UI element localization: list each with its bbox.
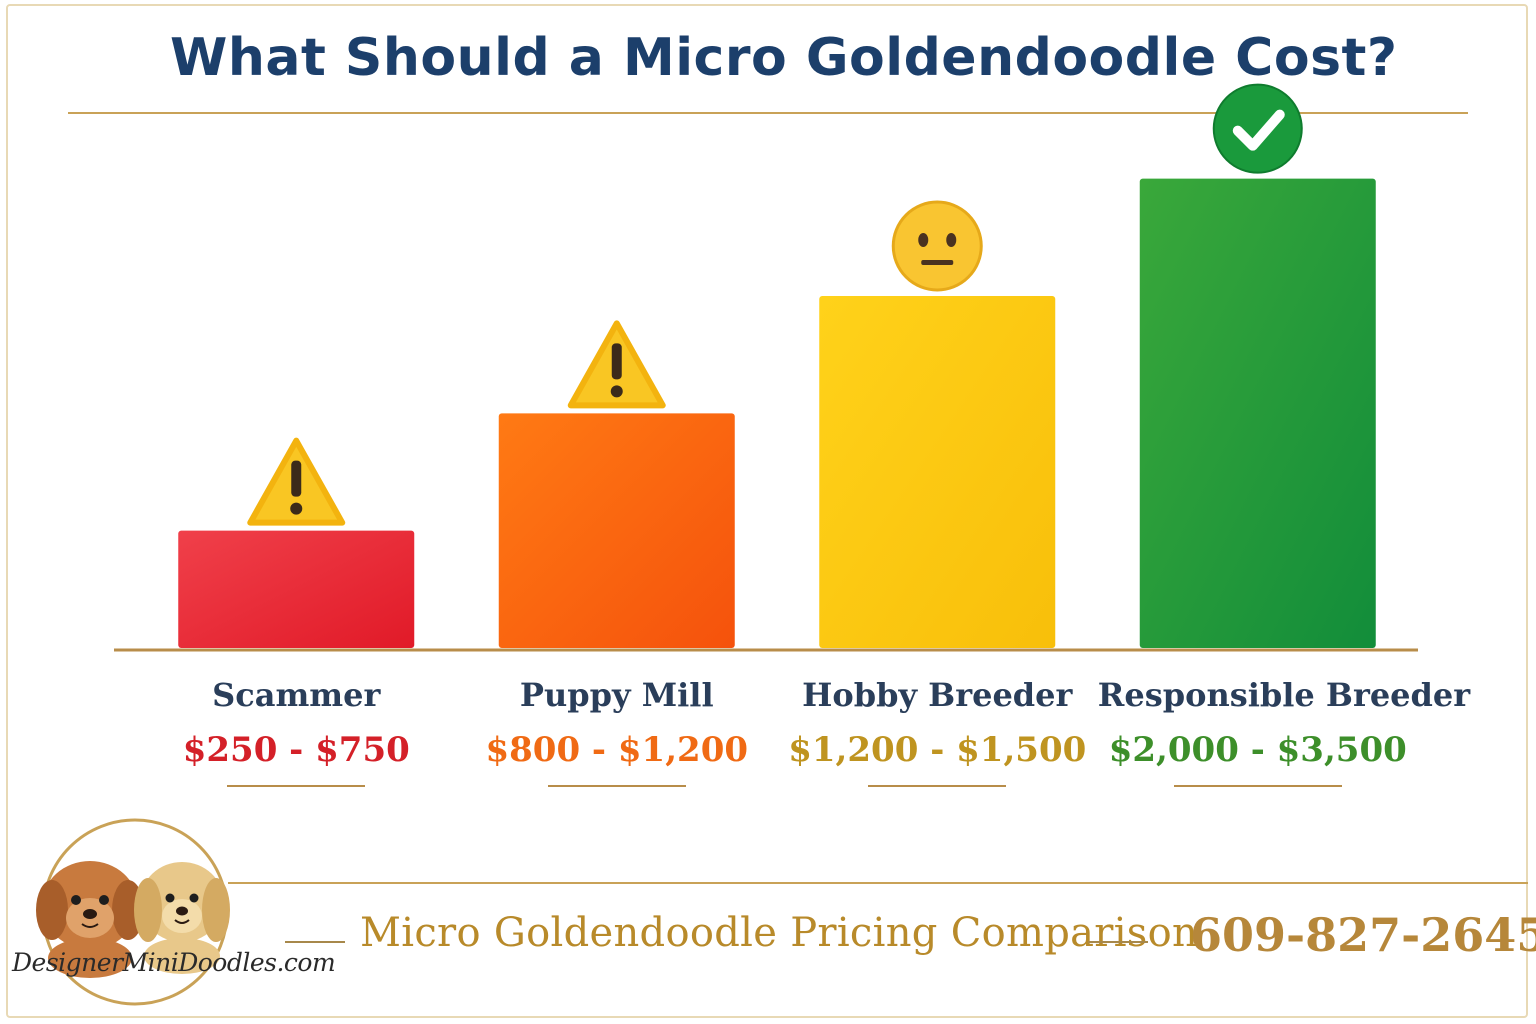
category-label: Responsible Breeder — [1097, 676, 1471, 714]
bar-responsible-breeder — [1139, 178, 1376, 648]
neutral-face-icon — [891, 200, 983, 292]
price-label: $2,000 - $3,500 — [1108, 730, 1407, 770]
caption-dash-left — [285, 941, 345, 943]
category-label: Scammer — [212, 676, 381, 714]
phone-number[interactable]: 609-827-2645 — [1190, 908, 1536, 962]
chart-title: What Should a Micro Goldendoodle Cost? — [170, 28, 1398, 88]
warning-icon — [247, 437, 346, 526]
price-label: $250 - $750 — [182, 730, 410, 770]
logo-text: DesignerMiniDoodles.com — [12, 948, 336, 977]
warning-icon — [567, 320, 666, 409]
footer-caption: Micro Goldendoodle Pricing Comparison — [360, 910, 1199, 956]
logo-dogs-icon — [36, 818, 230, 1006]
page-frame — [6, 4, 1528, 1018]
price-label: $800 - $1,200 — [485, 730, 749, 770]
price-label: $1,200 - $1,500 — [788, 730, 1087, 770]
price-underline — [227, 785, 366, 787]
bar-hobby-breeder — [819, 296, 1056, 648]
category-label: Puppy Mill — [519, 676, 714, 714]
category-label: Hobby Breeder — [802, 676, 1073, 714]
checkmark-icon — [1212, 83, 1303, 174]
price-underline — [868, 785, 1007, 787]
price-underline — [547, 785, 686, 787]
bar-puppy-mill — [498, 413, 735, 648]
caption-dash-right — [1088, 941, 1148, 943]
title-divider — [68, 112, 1468, 114]
price-underline — [1173, 785, 1342, 787]
bar-scammer — [178, 530, 415, 648]
footer-divider — [228, 882, 1528, 884]
